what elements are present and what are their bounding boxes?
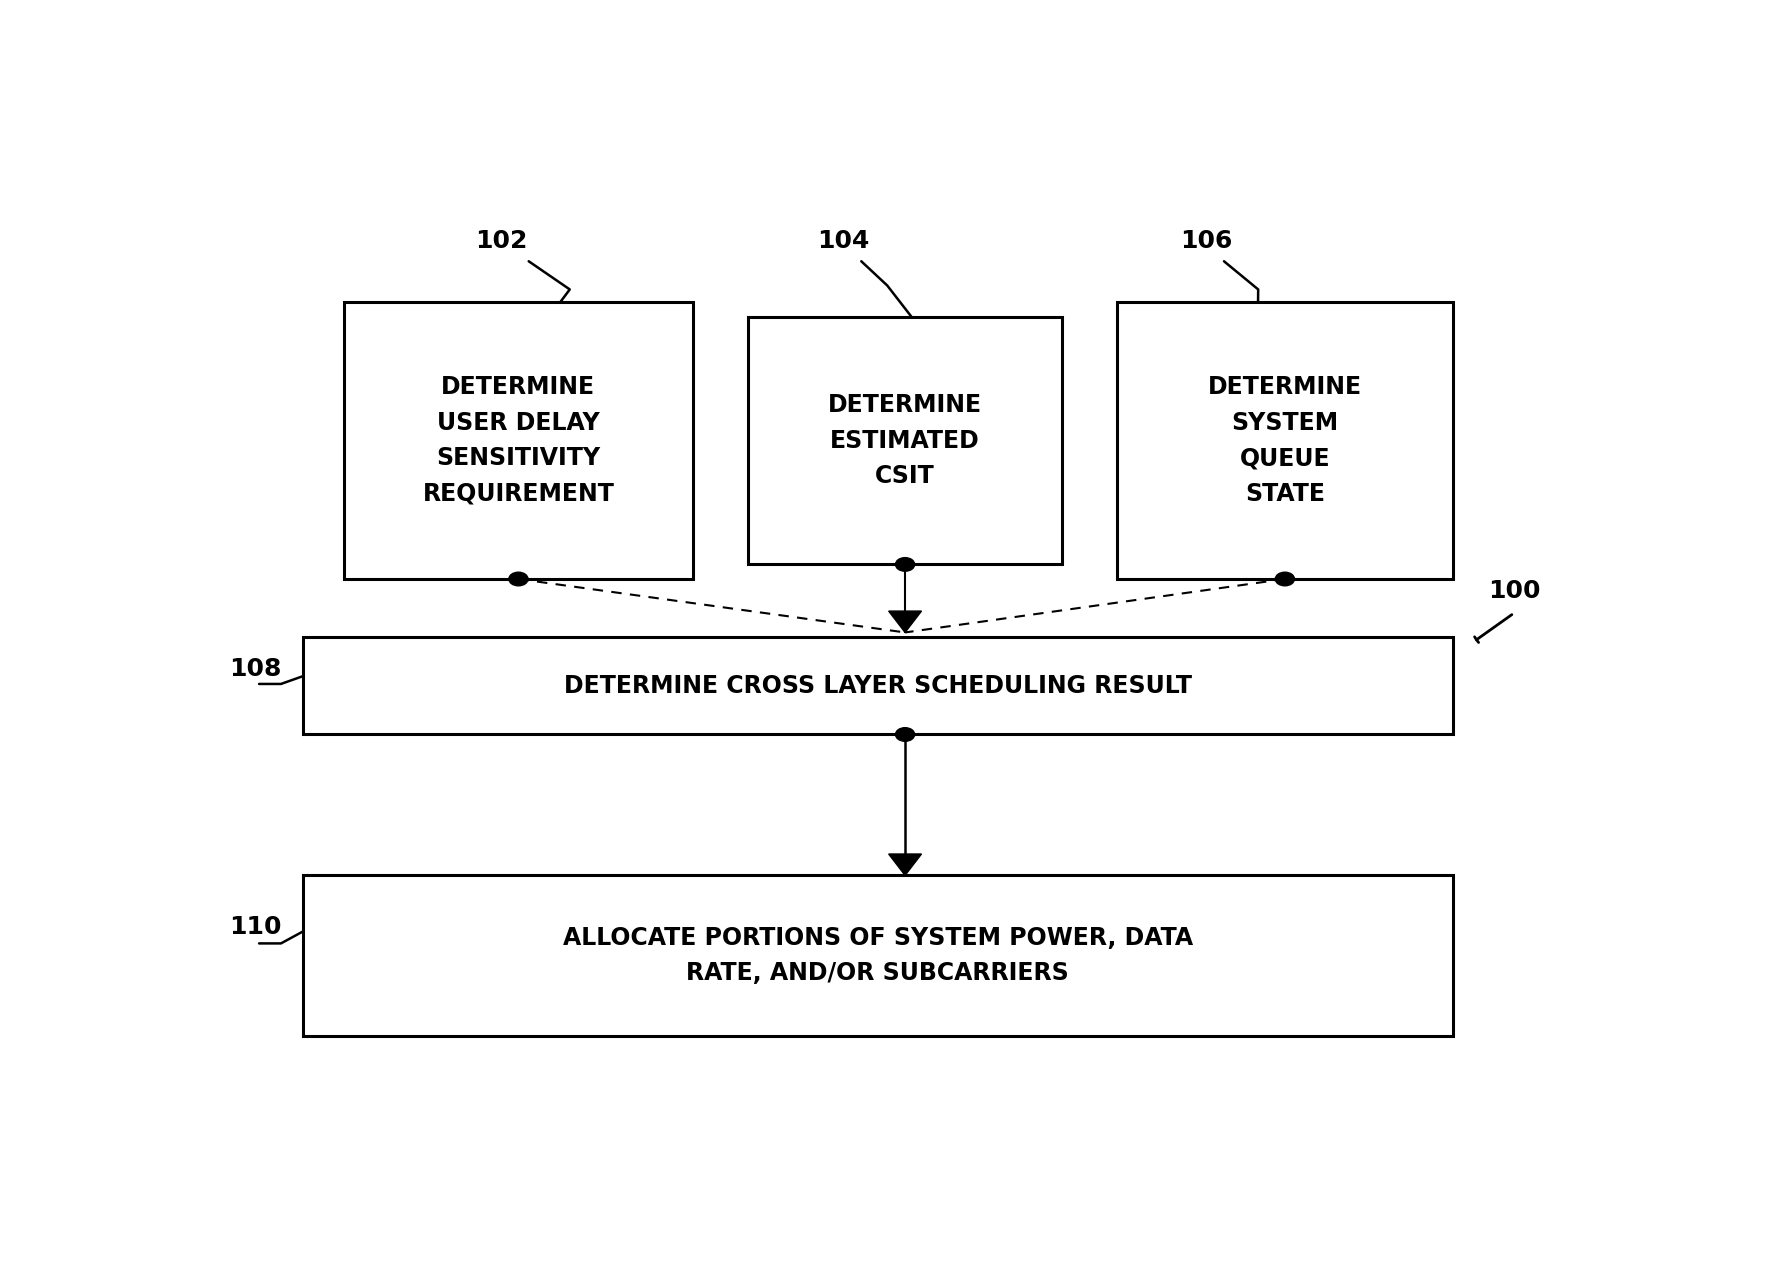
Bar bbox=[344, 302, 692, 579]
Bar bbox=[1118, 302, 1453, 579]
Text: DETERMINE
ESTIMATED
CSIT: DETERMINE ESTIMATED CSIT bbox=[828, 394, 982, 488]
Bar bbox=[304, 876, 1452, 1036]
Polygon shape bbox=[888, 854, 922, 876]
Text: ALLOCATE PORTIONS OF SYSTEM POWER, DATA
RATE, AND/OR SUBCARRIERS: ALLOCATE PORTIONS OF SYSTEM POWER, DATA … bbox=[563, 926, 1192, 986]
Circle shape bbox=[895, 728, 915, 741]
Text: DETERMINE CROSS LAYER SCHEDULING RESULT: DETERMINE CROSS LAYER SCHEDULING RESULT bbox=[563, 674, 1192, 698]
Text: DETERMINE
SYSTEM
QUEUE
STATE: DETERMINE SYSTEM QUEUE STATE bbox=[1208, 375, 1362, 506]
Circle shape bbox=[509, 572, 528, 586]
Polygon shape bbox=[888, 611, 922, 632]
Text: 110: 110 bbox=[230, 915, 281, 939]
Bar bbox=[747, 317, 1063, 564]
Text: DETERMINE
USER DELAY
SENSITIVITY
REQUIREMENT: DETERMINE USER DELAY SENSITIVITY REQUIRE… bbox=[422, 375, 615, 506]
Circle shape bbox=[895, 558, 915, 572]
Text: 108: 108 bbox=[230, 658, 281, 681]
Text: 102: 102 bbox=[475, 230, 528, 254]
Bar bbox=[304, 637, 1452, 734]
Text: 106: 106 bbox=[1180, 230, 1233, 254]
Text: 104: 104 bbox=[818, 230, 869, 254]
Circle shape bbox=[1275, 572, 1294, 586]
Text: 100: 100 bbox=[1489, 579, 1540, 603]
